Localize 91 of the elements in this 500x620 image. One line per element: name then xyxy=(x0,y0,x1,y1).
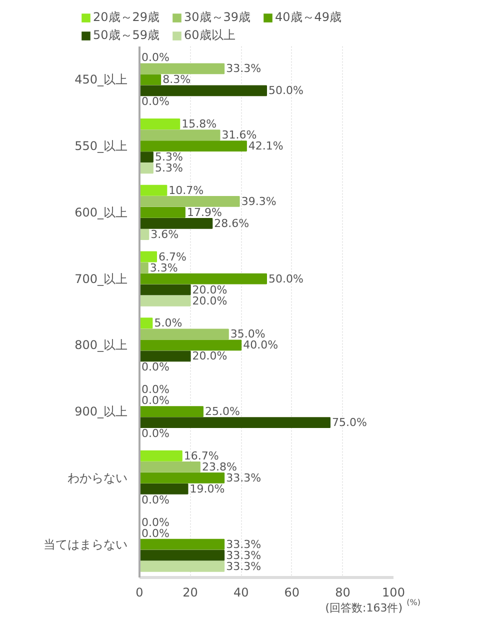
data-label: 0.0% xyxy=(142,516,170,529)
data-label: 75.0% xyxy=(332,416,367,430)
x-tick-label: 80 xyxy=(335,586,350,600)
data-label: 5.3% xyxy=(154,150,183,164)
legend-label: 30歳～39歳 xyxy=(184,9,252,26)
x-tick-label: 20 xyxy=(182,586,198,600)
legend-label: 20歳～29歳 xyxy=(93,9,161,26)
bar xyxy=(140,63,225,74)
y-tick-label: わからない xyxy=(68,470,128,485)
bar xyxy=(140,262,148,274)
bar xyxy=(140,350,191,362)
data-label: 33.3% xyxy=(226,471,262,484)
y-tick-label: 600_以上 xyxy=(74,205,128,220)
bar xyxy=(140,450,182,462)
bar xyxy=(140,461,200,472)
y-tick-label: 700_以上 xyxy=(74,272,128,286)
data-label: 33.3% xyxy=(226,548,262,562)
bar xyxy=(140,140,247,152)
bar xyxy=(140,550,225,561)
data-label: 0.0% xyxy=(142,493,170,506)
x-tick-label: 100 xyxy=(382,586,405,600)
data-label: 17.9% xyxy=(186,206,222,219)
bar xyxy=(140,318,153,329)
data-label: 33.3% xyxy=(226,538,262,551)
bar xyxy=(140,218,213,229)
data-label: 28.6% xyxy=(214,216,250,230)
y-tick-label: 900_以上 xyxy=(74,404,128,419)
bar xyxy=(140,273,267,284)
data-label: 5.3% xyxy=(154,162,183,175)
data-label: 50.0% xyxy=(268,272,304,286)
data-label: 25.0% xyxy=(205,405,240,418)
legend-label: 60歳以上 xyxy=(184,27,236,44)
bar xyxy=(140,85,267,96)
y-tick-label: 当てはまらない xyxy=(44,537,128,552)
y-tick-label: 550_以上 xyxy=(74,139,128,154)
data-label: 0.0% xyxy=(142,383,170,396)
bar xyxy=(140,184,168,196)
data-label: 15.8% xyxy=(182,118,217,131)
x-tick-label: 60 xyxy=(284,586,300,600)
bar xyxy=(140,130,220,141)
data-label: 8.3% xyxy=(162,73,191,86)
x-axis-title: (%) xyxy=(406,598,420,607)
data-label: 20.0% xyxy=(192,350,228,363)
bar xyxy=(140,340,242,351)
data-label: 40.0% xyxy=(243,338,278,352)
bar xyxy=(140,560,225,572)
y-tick-label: 450_以上 xyxy=(74,72,128,87)
data-label: 23.8% xyxy=(202,460,237,474)
bar xyxy=(140,206,186,218)
bar xyxy=(140,328,229,340)
data-label: 0.0% xyxy=(142,95,170,108)
data-label: 19.0% xyxy=(190,482,225,496)
data-label: 50.0% xyxy=(268,84,304,98)
bar xyxy=(140,295,191,306)
bar xyxy=(140,251,158,262)
bar xyxy=(140,483,188,494)
data-label: 20.0% xyxy=(192,294,228,308)
data-label: 31.6% xyxy=(222,128,257,142)
legend-label: 50歳～59歳 xyxy=(93,27,161,44)
bar xyxy=(140,472,225,484)
text: (回答数:163件) xyxy=(325,602,403,614)
data-label: 33.3% xyxy=(226,560,262,573)
data-label: 35.0% xyxy=(230,328,266,341)
data-label: 16.7% xyxy=(184,449,219,462)
data-label: 3.3% xyxy=(150,261,178,274)
data-label: 33.3% xyxy=(226,62,262,76)
data-label: 20.0% xyxy=(192,283,228,296)
bar xyxy=(140,152,154,163)
bar xyxy=(140,118,180,130)
data-label: 0.0% xyxy=(142,427,170,440)
data-label: 0.0% xyxy=(142,360,170,374)
x-tick-label: 0 xyxy=(136,586,144,600)
data-label: 10.7% xyxy=(168,184,204,197)
data-label: 0.0% xyxy=(142,51,170,64)
data-label: 3.6% xyxy=(150,228,179,241)
data-label: 0.0% xyxy=(142,526,170,540)
bar xyxy=(140,74,162,86)
data-label: 6.7% xyxy=(158,250,186,264)
bar xyxy=(140,406,204,418)
x-tick-label: 40 xyxy=(233,586,249,600)
bar xyxy=(140,538,225,550)
legend-label: 40歳～49歳 xyxy=(275,9,343,26)
data-label: 0.0% xyxy=(142,394,170,408)
data-label: 42.1% xyxy=(248,140,284,153)
data-label: 39.3% xyxy=(241,194,276,208)
bar xyxy=(140,162,154,174)
data-label: 5.0% xyxy=(154,316,182,330)
y-tick-label: 800_以上 xyxy=(74,338,128,352)
bar xyxy=(140,284,191,296)
bar xyxy=(140,417,330,428)
bar xyxy=(140,196,240,207)
